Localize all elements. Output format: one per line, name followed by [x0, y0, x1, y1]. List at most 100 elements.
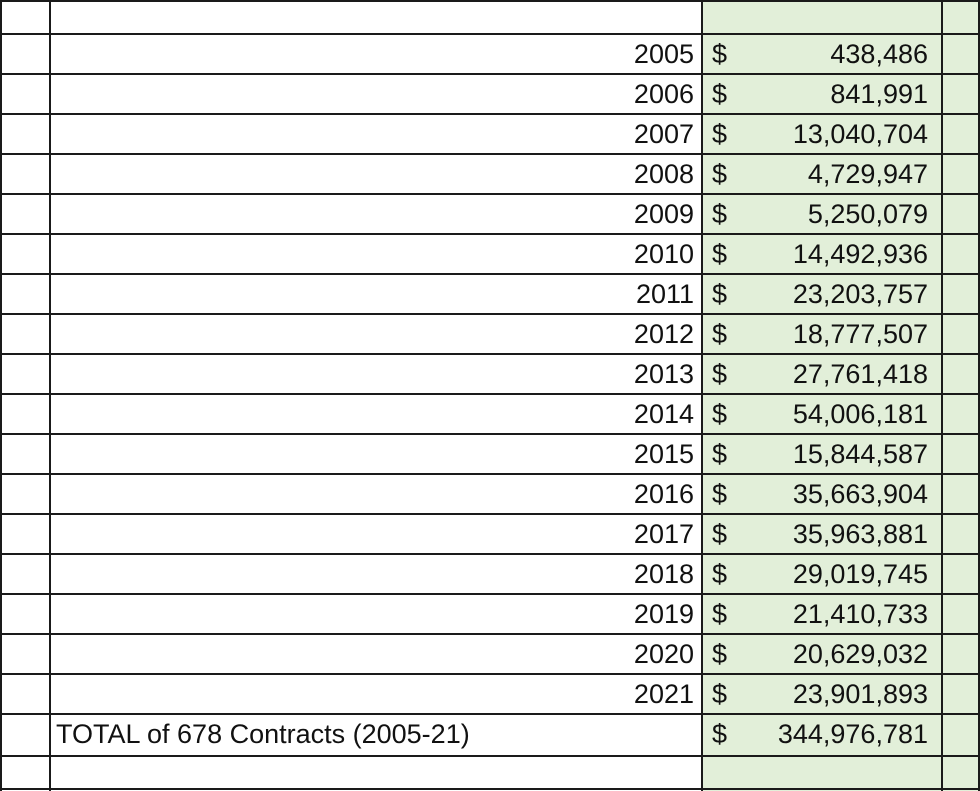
amount-value: 21,410,733 [792, 599, 928, 629]
cell-col-1[interactable]: 2013 [50, 354, 702, 394]
cell-col-0[interactable] [0, 114, 50, 154]
cell-col-3[interactable] [942, 0, 980, 34]
cell-col-1[interactable]: 2018 [50, 554, 702, 594]
cell-col-0[interactable] [0, 194, 50, 234]
cell-col-3[interactable] [942, 114, 980, 154]
cell-col-2[interactable]: $4,729,947 [702, 154, 942, 194]
cell-col-0[interactable] [0, 0, 50, 34]
cell-col-2[interactable] [702, 0, 942, 34]
cell-col-1[interactable]: 2007 [50, 114, 702, 154]
cell-col-0[interactable] [0, 154, 50, 194]
cell-col-2[interactable]: $23,901,893 [702, 674, 942, 714]
cell-col-2[interactable]: $18,777,507 [702, 314, 942, 354]
cell-col-3[interactable] [942, 74, 980, 114]
cell-col-2[interactable]: $27,761,418 [702, 354, 942, 394]
cell-col-2[interactable]: $344,976,781 [702, 714, 942, 754]
table-row: 2010 $14,492,936 [0, 234, 980, 274]
cell-col-0[interactable] [0, 714, 50, 754]
cell-col-3[interactable] [942, 514, 980, 554]
cell-col-2[interactable]: $35,663,904 [702, 474, 942, 514]
cell-col-0[interactable] [0, 554, 50, 594]
cell-col-1[interactable]: 2010 [50, 234, 702, 274]
cell-col-3[interactable] [942, 674, 980, 714]
cell-col-1[interactable]: 2012 [50, 314, 702, 354]
table-row: 2018 $29,019,745 [0, 554, 980, 594]
cell-col-2[interactable]: $15,844,587 [702, 434, 942, 474]
cell-col-0[interactable] [0, 514, 50, 554]
year-label: 2010 [633, 239, 694, 269]
cell-col-1[interactable]: 2009 [50, 194, 702, 234]
cell-col-1[interactable] [50, 0, 702, 34]
cell-col-2[interactable]: $29,019,745 [702, 554, 942, 594]
row-divider [0, 73, 980, 75]
cell-col-0[interactable] [0, 754, 50, 791]
cell-col-1[interactable]: 2006 [50, 74, 702, 114]
cell-col-0[interactable] [0, 274, 50, 314]
cell-col-1[interactable]: 2008 [50, 154, 702, 194]
cell-col-3[interactable] [942, 194, 980, 234]
cell-col-3[interactable] [942, 594, 980, 634]
cell-col-0[interactable] [0, 34, 50, 74]
cell-col-2[interactable]: $841,991 [702, 74, 942, 114]
cell-col-0[interactable] [0, 674, 50, 714]
cell-col-2[interactable]: $54,006,181 [702, 394, 942, 434]
row-divider [0, 353, 980, 355]
cell-col-2[interactable]: $23,203,757 [702, 274, 942, 314]
cell-col-2[interactable] [702, 754, 942, 791]
cell-col-2[interactable]: $438,486 [702, 34, 942, 74]
cell-col-2[interactable]: $20,629,032 [702, 634, 942, 674]
year-label: 2019 [633, 599, 694, 629]
year-label: 2013 [633, 359, 694, 389]
cell-col-3[interactable] [942, 394, 980, 434]
column-divider [49, 0, 51, 791]
amount-value: 23,901,893 [792, 679, 928, 709]
year-label: 2014 [633, 399, 694, 429]
cell-col-1[interactable]: 2021 [50, 674, 702, 714]
cell-col-1[interactable]: 2019 [50, 594, 702, 634]
cell-col-2[interactable]: $5,250,079 [702, 194, 942, 234]
cell-col-1[interactable]: 2015 [50, 434, 702, 474]
cell-col-1[interactable]: 2005 [50, 34, 702, 74]
cell-col-0[interactable] [0, 434, 50, 474]
row-divider [0, 313, 980, 315]
cell-col-3[interactable] [942, 274, 980, 314]
cell-col-2[interactable]: $13,040,704 [702, 114, 942, 154]
cell-col-1[interactable]: 2020 [50, 634, 702, 674]
cell-col-0[interactable] [0, 634, 50, 674]
cell-col-3[interactable] [942, 554, 980, 594]
cell-col-3[interactable] [942, 154, 980, 194]
cell-col-1[interactable]: 2016 [50, 474, 702, 514]
cell-col-3[interactable] [942, 714, 980, 754]
table-row: 2006 $841,991 [0, 74, 980, 114]
cell-col-1[interactable]: 2017 [50, 514, 702, 554]
cell-col-0[interactable] [0, 234, 50, 274]
cell-col-0[interactable] [0, 74, 50, 114]
amount-value: 27,761,418 [792, 359, 928, 389]
cell-col-0[interactable] [0, 394, 50, 434]
cell-col-0[interactable] [0, 474, 50, 514]
cell-col-3[interactable] [942, 754, 980, 791]
cell-col-3[interactable] [942, 634, 980, 674]
cell-col-1[interactable] [50, 754, 702, 791]
amount-value: 35,663,904 [792, 479, 928, 509]
cell-col-3[interactable] [942, 434, 980, 474]
cell-col-1[interactable]: 2011 [50, 274, 702, 314]
amount-value: 841,991 [830, 79, 928, 109]
cell-col-3[interactable] [942, 354, 980, 394]
cell-col-3[interactable] [942, 234, 980, 274]
year-label: 2012 [633, 319, 694, 349]
cell-col-1[interactable]: 2014 [50, 394, 702, 434]
cell-col-0[interactable] [0, 594, 50, 634]
cell-col-2[interactable]: $35,963,881 [702, 514, 942, 554]
cell-col-0[interactable] [0, 314, 50, 354]
cell-col-3[interactable] [942, 314, 980, 354]
amount-value: 15,844,587 [792, 439, 928, 469]
cell-col-2[interactable]: $21,410,733 [702, 594, 942, 634]
row-divider [0, 393, 980, 395]
cell-col-2[interactable]: $14,492,936 [702, 234, 942, 274]
cell-col-0[interactable] [0, 354, 50, 394]
cell-col-3[interactable] [942, 474, 980, 514]
cell-col-3[interactable] [942, 34, 980, 74]
cell-col-1[interactable]: TOTAL of 678 Contracts (2005-21) [50, 714, 702, 754]
